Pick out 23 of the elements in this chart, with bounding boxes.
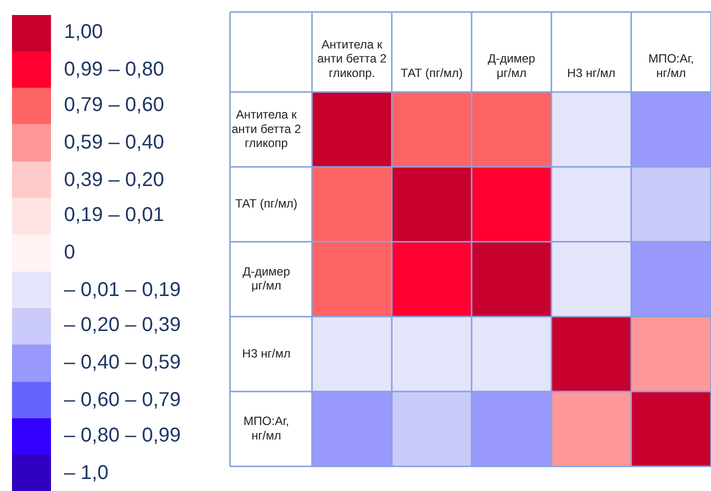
color-bar-label: 0,99 – 0,80	[64, 58, 164, 81]
x-tick-label: ТАТ (пг/мл)	[400, 66, 463, 80]
color-bar-label: – 1,0	[64, 462, 108, 484]
y-tick-label: Д-димер μг/мл	[242, 264, 290, 293]
color-bar-label: 0	[64, 242, 76, 264]
color-bar-label: – 0,40 – 0,59	[64, 352, 181, 374]
y-tick-label: Антитела к анти бетта 2 гликопр	[232, 107, 302, 150]
color-bar-label: – 0,80 – 0,99	[64, 424, 181, 446]
color-bar-label: – 0,01 – 0,19	[64, 278, 181, 301]
color-bar-label: – 0,60 – 0,79	[64, 389, 181, 412]
x-tick-label: Антитела к анти бетта 2 гликопр.	[317, 37, 387, 80]
color-bar-label: 1,00	[64, 21, 103, 44]
x-tick-label: Н3 нг/мл	[567, 66, 616, 80]
color-bar-label: 0,19 – 0,01	[64, 204, 164, 226]
color-bar-label: – 0,20 – 0,39	[64, 314, 181, 336]
y-tick-label: Н3 нг/мл	[242, 346, 290, 360]
color-bar-label: 0,39 – 0,20	[64, 168, 164, 191]
color-bar-label: 0,59 – 0,40	[64, 131, 164, 154]
y-tick-label: МПО:Аг, нг/мл	[244, 414, 290, 442]
x-tick-label: Д-димер μг/мл	[488, 52, 536, 80]
color-bar-label: 0,79 – 0,60	[64, 94, 164, 116]
y-tick-label: ТАТ (пг/мл)	[235, 196, 298, 211]
x-tick-label: МПО:Аг, нг/мл	[648, 52, 694, 80]
